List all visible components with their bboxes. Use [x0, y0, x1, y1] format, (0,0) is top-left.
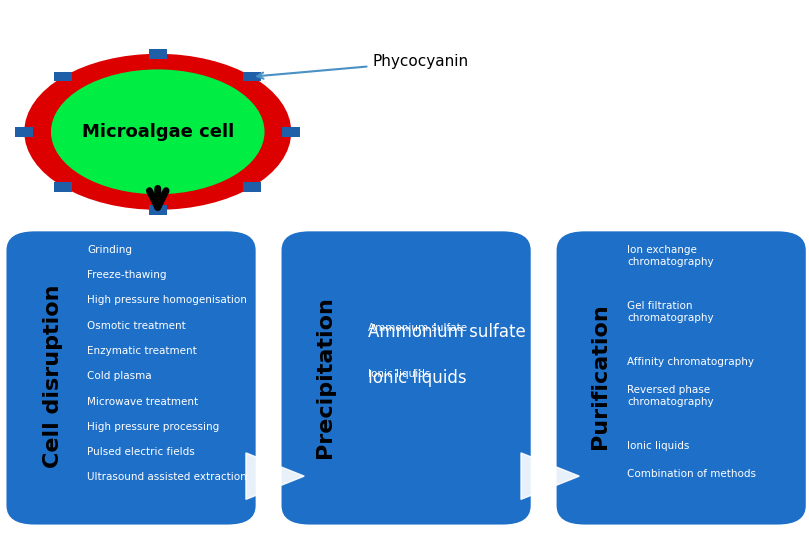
Polygon shape [521, 453, 579, 499]
Text: Cold plasma: Cold plasma [87, 371, 152, 381]
Text: Ionic liquids: Ionic liquids [368, 369, 430, 379]
Text: Pulsed electric fields: Pulsed electric fields [87, 447, 195, 457]
FancyBboxPatch shape [282, 127, 300, 137]
Text: Ionic liquids: Ionic liquids [627, 441, 689, 451]
FancyBboxPatch shape [244, 182, 261, 192]
Text: Enzymatic treatment: Enzymatic treatment [87, 346, 197, 356]
FancyBboxPatch shape [6, 231, 256, 525]
FancyBboxPatch shape [557, 231, 806, 525]
Text: High pressure processing: High pressure processing [87, 422, 219, 432]
Text: Osmotic treatment: Osmotic treatment [87, 321, 186, 331]
Text: Precipitation: Precipitation [316, 296, 335, 457]
Text: Grinding: Grinding [87, 245, 133, 255]
FancyBboxPatch shape [149, 49, 167, 59]
Text: Gel filtration
chromatography: Gel filtration chromatography [627, 301, 714, 323]
FancyBboxPatch shape [15, 127, 33, 137]
Text: Affinity chromatography: Affinity chromatography [627, 357, 754, 367]
Text: Ionic liquids: Ionic liquids [368, 369, 467, 386]
Text: Ion exchange
chromatography: Ion exchange chromatography [627, 245, 714, 267]
FancyBboxPatch shape [149, 205, 167, 215]
FancyBboxPatch shape [54, 72, 72, 81]
Text: Purification: Purification [591, 304, 610, 449]
Text: High pressure homogenisation: High pressure homogenisation [87, 295, 248, 306]
Text: Microwave treatment: Microwave treatment [87, 397, 198, 407]
FancyBboxPatch shape [244, 72, 261, 81]
Text: Ultrasound assisted extraction: Ultrasound assisted extraction [87, 472, 247, 483]
FancyBboxPatch shape [54, 182, 72, 192]
Polygon shape [246, 453, 304, 499]
Text: Ammonium sulfate: Ammonium sulfate [368, 323, 526, 341]
Text: Freeze-thawing: Freeze-thawing [87, 270, 167, 280]
Text: Cell disruption: Cell disruption [43, 285, 62, 469]
FancyBboxPatch shape [282, 231, 531, 525]
Text: Phycocyanin: Phycocyanin [257, 54, 468, 79]
Ellipse shape [51, 69, 265, 194]
Text: Reversed phase
chromatography: Reversed phase chromatography [627, 385, 714, 407]
Text: Combination of methods: Combination of methods [627, 469, 756, 479]
Text: Microalgae cell: Microalgae cell [82, 123, 234, 141]
Text: Ammonium sulfate: Ammonium sulfate [368, 323, 468, 333]
Ellipse shape [24, 54, 291, 210]
